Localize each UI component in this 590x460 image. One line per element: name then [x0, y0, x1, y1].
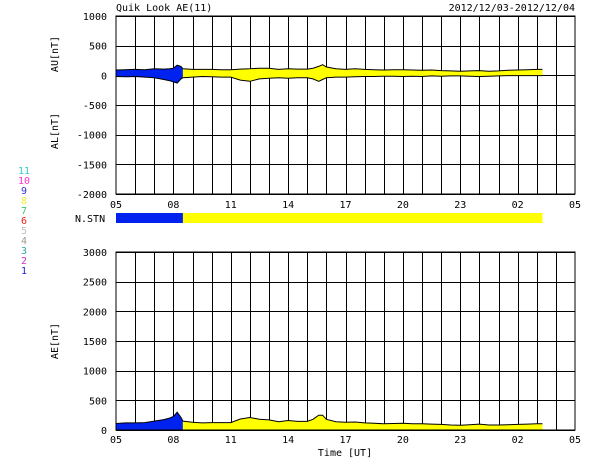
x-tick-label: 05: [569, 200, 581, 211]
station-legend-item: 3: [21, 246, 27, 257]
x-tick-label: 14: [282, 200, 294, 211]
station-legend-item: 9: [21, 186, 27, 197]
ae-grid: [116, 252, 575, 431]
au-al-grid: [116, 16, 575, 195]
au-al-chart: 1000 500 0 -500 -1000 -1500 -2000 05 08 11 14 17 20…: [50, 12, 581, 211]
x-tick-label: 05: [110, 200, 122, 211]
station-bar-early: [116, 213, 183, 223]
ae-series: [115, 411, 543, 430]
series-line-al: [115, 75, 543, 84]
x-tick-label: 11: [225, 435, 237, 446]
ae-area-late: [182, 415, 543, 430]
y-tick-label: 1500: [83, 337, 107, 348]
date-range: 2012/12/03-2012/12/04: [449, 3, 575, 14]
ae-axis-label: AE[nT]: [50, 323, 61, 359]
y-tick-label: 2500: [83, 278, 107, 289]
x-tick-label: 02: [512, 200, 524, 211]
station-legend-item: 1: [21, 266, 27, 277]
x-tick-label: 11: [225, 200, 237, 211]
station-legend-item: 10: [18, 176, 30, 187]
ae-frame: [115, 251, 576, 431]
station-legend-item: 2: [21, 256, 27, 267]
x-tick-label: 05: [110, 435, 122, 446]
au-al-frame: [115, 15, 576, 195]
x-tick-label: 20: [397, 200, 409, 211]
au-axis-label: AU[nT]: [50, 36, 61, 72]
y-tick-label: 1000: [83, 367, 107, 378]
x-tick-label: 08: [167, 435, 179, 446]
x-tick-label: 05: [569, 435, 581, 446]
ae-area-early: [116, 412, 183, 430]
station-legend-item: 7: [21, 206, 27, 217]
au-al-x-ticks: 05 08 11 14 17 20 23 02 05: [110, 200, 581, 211]
station-legend-item: 6: [21, 216, 27, 227]
au-al-y-ticks: 1000 500 0 -500 -1000 -1500 -2000: [77, 12, 107, 201]
figure-title: Quik Look AE(11): [116, 3, 212, 14]
au-al-series: [115, 64, 543, 84]
x-tick-label: 23: [454, 435, 466, 446]
y-tick-label: 2000: [83, 307, 107, 318]
station-bar-late: [182, 213, 543, 223]
y-tick-label: 1000: [83, 12, 107, 23]
y-tick-label: 3000: [83, 248, 107, 259]
time-axis-label: Time [UT]: [318, 448, 372, 459]
series-line-ae: [115, 411, 543, 426]
y-tick-label: 0: [101, 426, 107, 437]
y-tick-label: -2000: [77, 190, 107, 201]
y-tick-label: -1500: [77, 160, 107, 171]
x-tick-label: 08: [167, 200, 179, 211]
al-axis-label: AL[nT]: [50, 113, 61, 149]
x-tick-label: 17: [339, 435, 351, 446]
series-line-au: [115, 64, 543, 72]
station-legend-item: 11: [18, 166, 30, 177]
ae-y-ticks: 3000 2500 2000 1500 1000 500 0: [83, 248, 107, 437]
station-legend-item: 4: [21, 236, 27, 247]
y-tick-label: 500: [89, 396, 107, 407]
y-tick-label: 0: [101, 71, 107, 82]
ae-x-ticks: 05 08 11 14 17 20 23 02 05: [110, 435, 581, 446]
x-tick-label: 23: [454, 200, 466, 211]
y-tick-label: -1000: [77, 131, 107, 142]
y-tick-label: -500: [83, 101, 107, 112]
station-legend-item: 8: [21, 196, 27, 207]
x-tick-label: 14: [282, 435, 294, 446]
station-legend-item: 5: [21, 226, 27, 237]
x-tick-label: 17: [339, 200, 351, 211]
x-tick-label: 02: [512, 435, 524, 446]
station-bar-label: N.STN: [75, 214, 105, 225]
y-tick-label: 500: [89, 42, 107, 53]
x-tick-label: 20: [397, 435, 409, 446]
